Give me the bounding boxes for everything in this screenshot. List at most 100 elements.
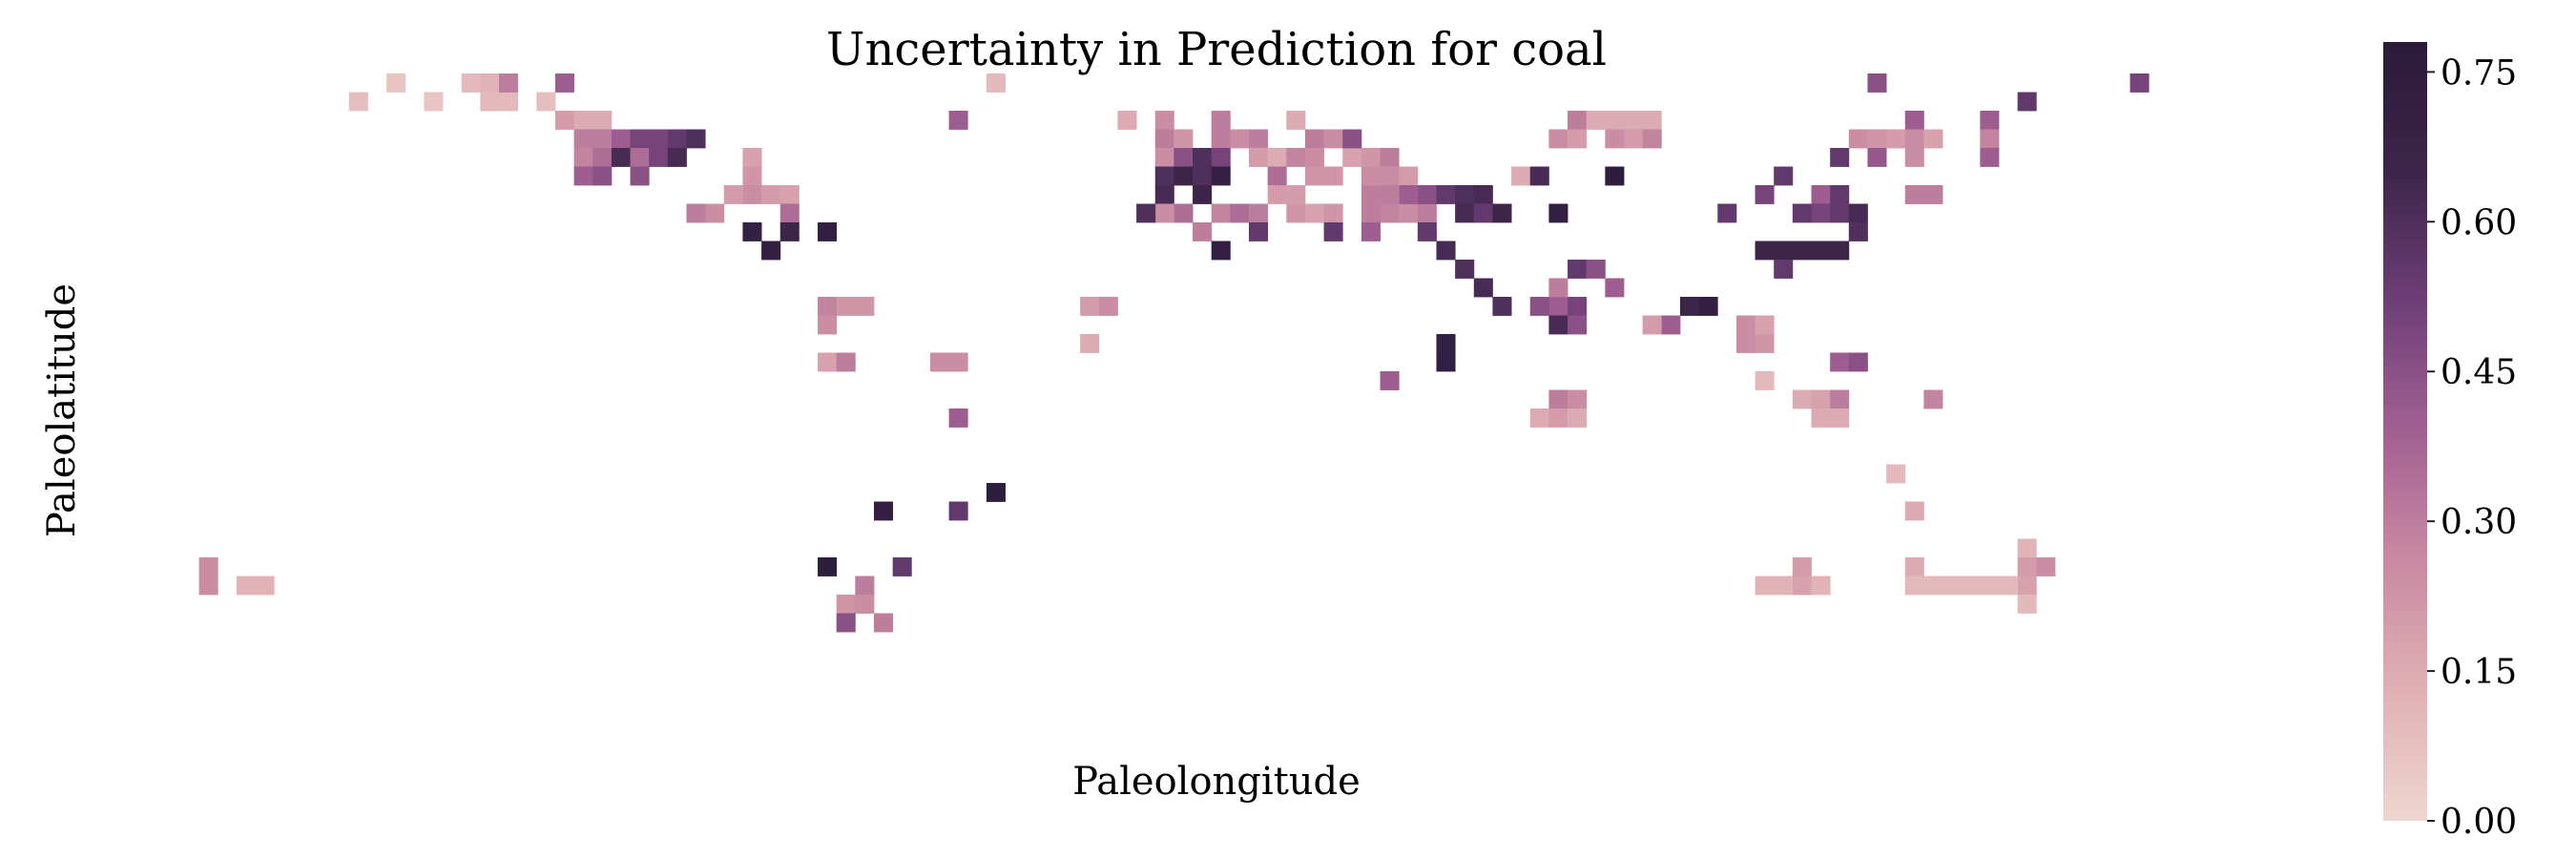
heatmap-cell (554, 111, 574, 130)
heatmap-cell (1774, 576, 1794, 596)
heatmap-cell (2017, 557, 2037, 576)
heatmap-cell (1568, 297, 1588, 316)
heatmap-cell (1417, 203, 1437, 223)
heatmap-cell (1774, 260, 1794, 279)
heatmap-cell (1267, 148, 1287, 167)
heatmap-cell (1249, 148, 1269, 167)
heatmap-cell (630, 166, 650, 186)
heatmap-cell (1848, 129, 1868, 149)
heatmap-cell (1399, 185, 1419, 204)
heatmap-cell (1548, 315, 1568, 335)
heatmap-cell (1380, 148, 1400, 167)
colorbar-tick-label: 0.15 (2441, 653, 2517, 692)
heatmap-cell (1605, 129, 1625, 149)
heatmap-cell (1286, 148, 1306, 167)
heatmap-cell (1548, 297, 1568, 316)
heatmap-cell (1098, 297, 1118, 316)
heatmap-cell (1174, 203, 1194, 223)
heatmap-cell (892, 557, 912, 576)
heatmap-cell (1904, 185, 1924, 204)
heatmap-cell (1642, 111, 1662, 130)
heatmap-cell (1323, 203, 1343, 223)
heatmap-cell (1211, 166, 1231, 186)
heatmap-cell (1304, 203, 1324, 223)
heatmap-cell (1080, 334, 1100, 353)
heatmap-cell (986, 483, 1006, 502)
heatmap-cell (1399, 166, 1419, 186)
heatmap-cell (1961, 576, 1981, 596)
heatmap-cell (1811, 389, 1831, 409)
heatmap-cell (1286, 111, 1306, 130)
heatmap-cell (1548, 129, 1568, 149)
heatmap-cell (705, 203, 725, 223)
heatmap-cell (2129, 73, 2150, 93)
heatmap-cell (1568, 409, 1588, 428)
heatmap-cell (1848, 222, 1868, 241)
heatmap-cell (1304, 129, 1324, 149)
heatmap-cell (1323, 129, 1343, 149)
heatmap-cell (1211, 111, 1231, 130)
heatmap-cell (1211, 241, 1231, 261)
heatmap-cell (1624, 129, 1644, 149)
heatmap-cell (1624, 111, 1644, 130)
heatmap-cell (1417, 222, 1437, 241)
heatmap-cell (386, 73, 406, 93)
colorbar-tick-label: 0.00 (2441, 803, 2517, 842)
heatmap-cell (573, 129, 593, 149)
heatmap-cell (1830, 148, 1850, 167)
heatmap-cell (1830, 409, 1850, 428)
heatmap-cell (1904, 557, 1924, 576)
heatmap-cell (1436, 241, 1456, 261)
heatmap-cell (1980, 129, 2000, 149)
heatmap-cell (1492, 203, 1512, 223)
heatmap-cell (986, 73, 1006, 93)
heatmap-cell (1904, 111, 1924, 130)
heatmap-cell (1361, 166, 1381, 186)
heatmap-cell (1755, 185, 1775, 204)
heatmap-cell (255, 576, 275, 596)
heatmap-cell (1792, 389, 1812, 409)
heatmap-cell (1811, 203, 1831, 223)
heatmap-cell (1193, 222, 1213, 241)
heatmap-cell (1942, 576, 1963, 596)
heatmap-cell (1792, 203, 1812, 223)
heatmap-cell (1154, 148, 1174, 167)
heatmap-cell (836, 352, 856, 372)
heatmap-cell (779, 185, 800, 204)
heatmap-cell (1792, 557, 1812, 576)
heatmap-cell (573, 111, 593, 130)
y-axis-label: Paleolatitude (40, 283, 84, 537)
heatmap-cell (1399, 203, 1419, 223)
heatmap-cell (592, 166, 613, 186)
heatmap-cell (1193, 185, 1213, 204)
heatmap-cell (761, 185, 781, 204)
heatmap-cell (1193, 166, 1213, 186)
heatmap-cell (1154, 166, 1174, 186)
heatmap-cell (742, 148, 762, 167)
heatmap-cell (1642, 315, 1662, 335)
heatmap-cell (1361, 185, 1381, 204)
heatmap-cell (1548, 278, 1568, 298)
heatmap-cell (630, 129, 650, 149)
heatmap-cell (742, 166, 762, 186)
heatmap-cell (1605, 278, 1625, 298)
heatmap-cell (1455, 260, 1475, 279)
heatmap-cell (1380, 371, 1400, 390)
heatmap-cell (1848, 352, 1868, 372)
heatmap-cell (1361, 203, 1381, 223)
heatmap-cell (649, 148, 669, 167)
heatmap-cell (1304, 166, 1324, 186)
heatmap-cell (1380, 185, 1400, 204)
heatmap-cell (1774, 241, 1794, 261)
heatmap-cell (1267, 185, 1287, 204)
heatmap-cell (818, 222, 838, 241)
heatmap-cell (1230, 129, 1250, 149)
heatmap-cell (1755, 241, 1775, 261)
heatmap-cell (1811, 576, 1831, 596)
heatmap-cell (1417, 185, 1437, 204)
heatmap-cell (1154, 111, 1174, 130)
heatmap-cell (1473, 185, 1493, 204)
heatmap-cell (948, 409, 968, 428)
heatmap-cell (1249, 222, 1269, 241)
heatmap-cell (667, 148, 687, 167)
